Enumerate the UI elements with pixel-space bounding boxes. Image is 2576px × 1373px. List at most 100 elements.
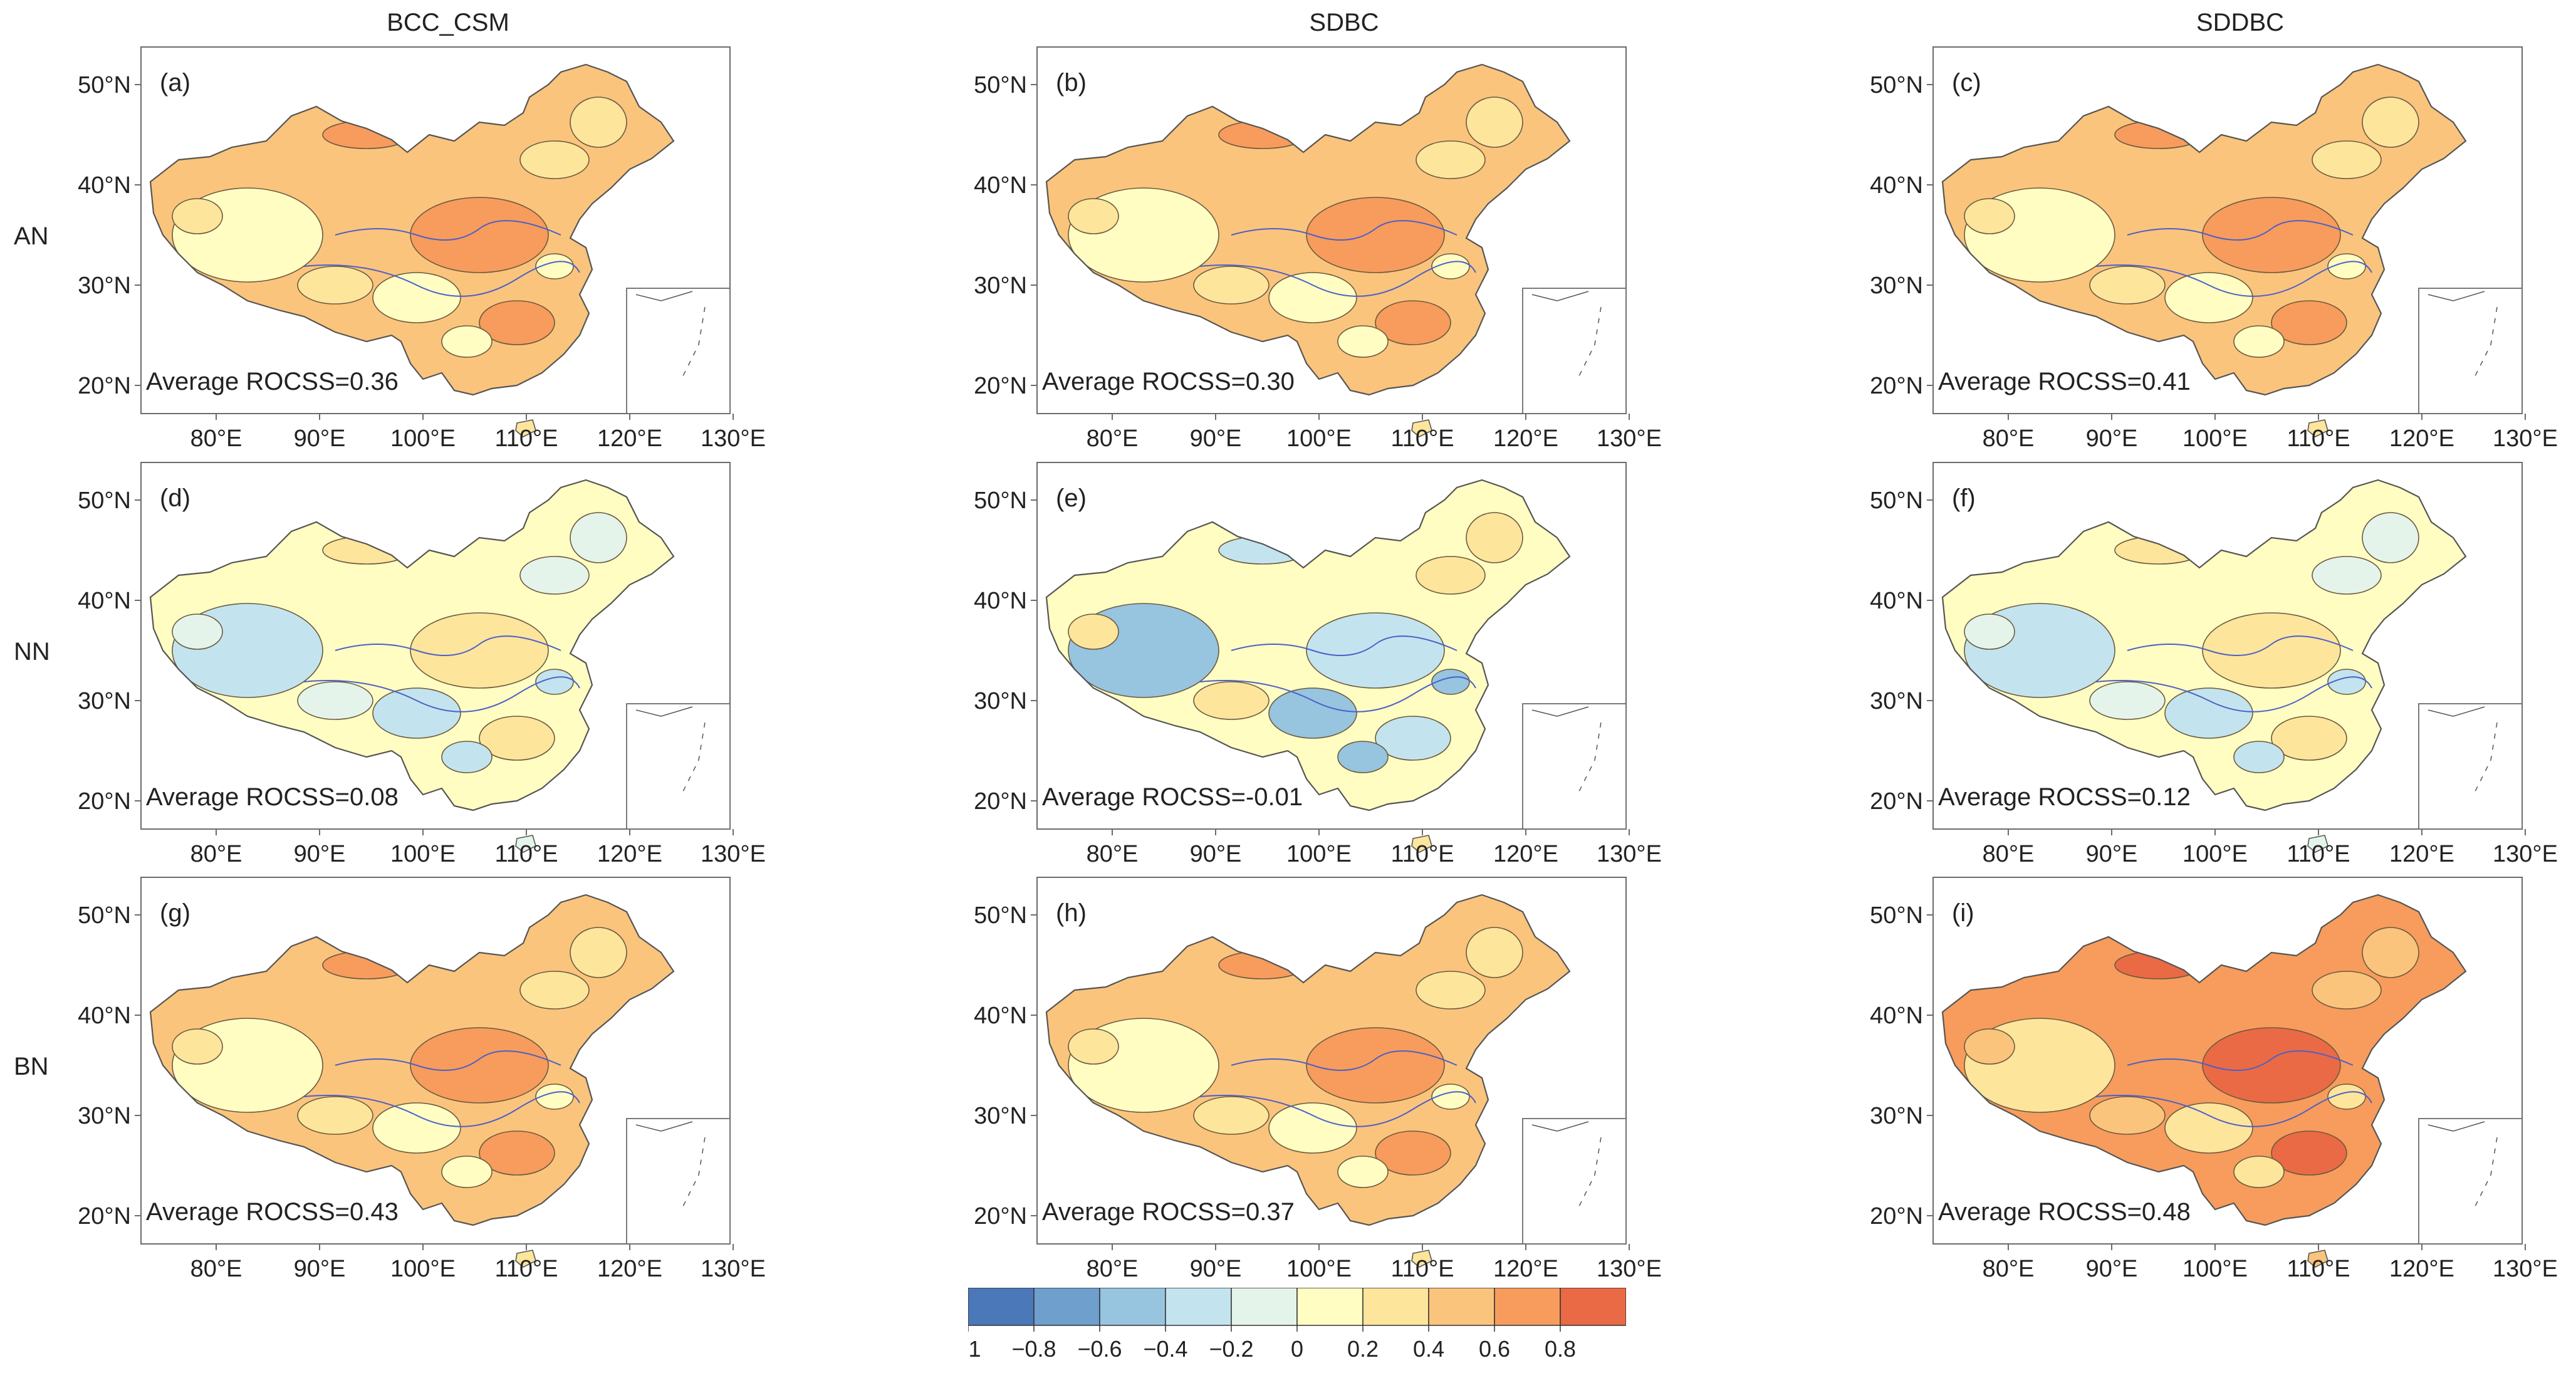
panel-letter: (d) xyxy=(160,484,190,512)
longitude-tick-label: 100°E xyxy=(390,841,456,867)
contour-region xyxy=(1268,272,1357,323)
contour-region xyxy=(2271,716,2347,761)
south-china-sea-inset xyxy=(626,703,731,830)
latitude-tick-label: 20°N xyxy=(974,1203,1027,1229)
contour-region xyxy=(1306,197,1445,273)
contour-region xyxy=(2089,1096,2166,1135)
longitude-tick-label: 110°E xyxy=(2287,1256,2350,1282)
contour-region xyxy=(1068,1028,1119,1065)
contour-region xyxy=(1466,927,1523,978)
longitude-tick-label: 100°E xyxy=(390,1256,456,1282)
longitude-tick-label: 100°E xyxy=(2182,1256,2248,1282)
column-title-bcc-csm: BCC_CSM xyxy=(387,9,509,36)
contour-region xyxy=(2327,253,2366,279)
river xyxy=(303,1091,580,1127)
average-rocss-text: Average ROCSS=0.36 xyxy=(146,368,399,396)
longitude-tick-label: 90°E xyxy=(1190,841,1242,867)
longitude-tick-label: 130°E xyxy=(2493,1256,2558,1282)
contour-region xyxy=(2202,612,2341,689)
latitude-tick-label: 50°N xyxy=(974,72,1027,98)
map-canvas: 50°N 40°N 30°N 20°N 80°E 90°E 100°E 110°E 120°E 1… xyxy=(974,462,1662,867)
contour-region xyxy=(1306,612,1445,689)
latitude-tick-label: 40°N xyxy=(974,1003,1027,1029)
contour-region xyxy=(1068,198,1119,234)
longitude-tick-label: 120°E xyxy=(2389,1256,2454,1282)
map-panel: 50°N 40°N 30°N 20°N 80°E 90°E 100°E 110°E 120°E 1… xyxy=(41,46,766,454)
map-panel: 50°N 40°N 30°N 20°N 80°E 90°E 100°E 110°E 120°E 1… xyxy=(1833,462,2558,870)
latitude-tick-label: 20°N xyxy=(78,788,131,815)
latitude-tick-label: 20°N xyxy=(974,788,1027,815)
longitude-tick-label: 130°E xyxy=(2493,425,2558,452)
river xyxy=(1231,220,1457,241)
average-rocss-text: Average ROCSS=0.08 xyxy=(146,783,399,812)
rocss-label: Average ROCSS= xyxy=(1042,783,1246,811)
longitude-tick-label: 90°E xyxy=(2086,1256,2138,1282)
rocss-value: 0.37 xyxy=(1245,1198,1295,1226)
country-border xyxy=(1045,63,1571,396)
contour-region xyxy=(1466,512,1523,563)
contour-region xyxy=(570,927,627,978)
contour-region xyxy=(2089,266,2166,305)
colorbar-tick-label: 0.6 xyxy=(1479,1336,1510,1362)
rocss-label: Average ROCSS= xyxy=(146,783,350,811)
latitude-tick-label: 40°N xyxy=(1870,588,1923,614)
river xyxy=(2127,635,2354,656)
contour-region xyxy=(519,556,590,595)
panel-letter: (g) xyxy=(160,899,190,927)
river xyxy=(303,676,580,713)
latitude-tick-label: 40°N xyxy=(78,588,131,614)
contour-region xyxy=(1337,1156,1389,1188)
map-canvas: 50°N 40°N 30°N 20°N 80°E 90°E 100°E 110°E 120°E 1… xyxy=(78,46,766,452)
longitude-tick-label: 130°E xyxy=(701,425,766,452)
longitude-tick-label: 120°E xyxy=(597,1256,662,1282)
colorbar-swatch xyxy=(1165,1288,1232,1326)
latitude-tick-label: 30°N xyxy=(974,273,1027,299)
average-rocss-text: Average ROCSS=0.48 xyxy=(1938,1198,2191,1226)
longitude-tick-label: 110°E xyxy=(494,841,558,867)
colorbar-tick-label: −0.2 xyxy=(1209,1336,1253,1362)
latitude-tick-label: 40°N xyxy=(974,172,1027,199)
south-china-sea-inset xyxy=(2418,703,2523,830)
longitude-tick-label: 130°E xyxy=(2493,841,2558,867)
country-border xyxy=(1941,894,2467,1226)
contour-region xyxy=(1268,1102,1357,1154)
country-border xyxy=(149,479,675,812)
latitude-tick-label: 50°N xyxy=(1870,902,1923,929)
latitude-tick-label: 20°N xyxy=(974,373,1027,399)
panel-letter: (h) xyxy=(1056,899,1087,927)
contour-region xyxy=(535,253,574,279)
colorbar-tick-label: 0.8 xyxy=(1545,1336,1576,1362)
panel-letter: (b) xyxy=(1056,69,1087,97)
country-border xyxy=(1941,63,2467,396)
river xyxy=(303,261,580,297)
longitude-tick-label: 100°E xyxy=(1286,425,1352,452)
column-title-sdbc: SDBC xyxy=(1309,9,1379,36)
colorbar: −1 −0.8 −0.6 −0.4 −0.2 0 0.2 0.4 0.6 0.8 xyxy=(968,1288,1626,1362)
longitude-tick-label: 110°E xyxy=(1390,841,1454,867)
average-rocss-text: Average ROCSS=0.12 xyxy=(1938,783,2191,812)
contour-region xyxy=(2089,681,2166,720)
longitude-tick-label: 80°E xyxy=(190,425,242,452)
contour-region xyxy=(2202,1027,2341,1104)
contour-region xyxy=(441,741,493,773)
contour-region xyxy=(297,681,373,720)
contour-region xyxy=(479,300,555,345)
longitude-tick-label: 110°E xyxy=(494,1256,558,1282)
contour-region xyxy=(2271,1130,2347,1176)
longitude-tick-label: 120°E xyxy=(597,841,662,867)
longitude-tick-label: 110°E xyxy=(494,425,558,452)
longitude-tick-label: 120°E xyxy=(597,425,662,452)
contour-region xyxy=(172,1028,223,1065)
longitude-tick-label: 80°E xyxy=(1087,425,1139,452)
latitude-tick-label: 20°N xyxy=(1870,1203,1923,1229)
contour-region xyxy=(410,1027,549,1104)
colorbar-tick-label: 0 xyxy=(1291,1336,1303,1362)
panel-letter: (i) xyxy=(1952,899,1974,927)
contour-region xyxy=(1416,556,1486,595)
longitude-tick-label: 90°E xyxy=(1190,425,1242,452)
contour-region xyxy=(1416,140,1486,179)
colorbar-tick-label: −0.4 xyxy=(1143,1336,1187,1362)
map-panel: 50°N 40°N 30°N 20°N 80°E 90°E 100°E 110°E 120°E 1… xyxy=(41,877,766,1285)
rocss-value: 0.36 xyxy=(349,368,399,395)
contour-region xyxy=(1416,971,1486,1010)
